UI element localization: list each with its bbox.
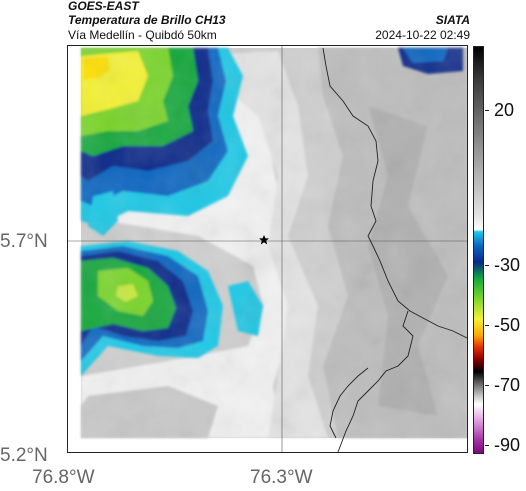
lon-label-76-8: 76.8°W [32, 467, 95, 488]
colorbar-tick [485, 445, 489, 446]
colorbar-label-20: 20 [494, 100, 515, 120]
lon-label-76-3: 76.3°W [250, 467, 313, 488]
border-line-1 [322, 47, 467, 339]
organization-label: SIATA [435, 13, 470, 27]
satellite-title: GOES-EAST [68, 0, 139, 13]
map-canvas [68, 46, 467, 452]
colorbar-tick [485, 325, 489, 326]
region-subtitle: Vía Medellín - Quibdó 50km [68, 28, 217, 42]
colorbar-label-minus90: -90 [494, 435, 521, 455]
colorbar [473, 46, 484, 454]
colorbar-label-minus70: -70 [494, 375, 521, 395]
colorbar-tick [485, 110, 489, 111]
timestamp-label: 2024-10-22 02:49 [375, 28, 470, 42]
colorbar-tick [485, 385, 489, 386]
border-line-2 [337, 310, 414, 452]
lat-label-5-7: 5.7°N [0, 231, 48, 252]
border-line-3 [329, 367, 369, 439]
colorbar-label-minus30: -30 [494, 255, 521, 275]
star-icon [259, 235, 269, 245]
lat-label-5-2: 5.2°N [0, 445, 48, 466]
satellite-map[interactable] [67, 45, 468, 453]
colorbar-tick [485, 265, 489, 266]
texture-overlay [81, 48, 467, 438]
product-title: Temperatura de Brillo CH13 [68, 13, 226, 27]
colorbar-label-minus50: -50 [494, 315, 521, 335]
